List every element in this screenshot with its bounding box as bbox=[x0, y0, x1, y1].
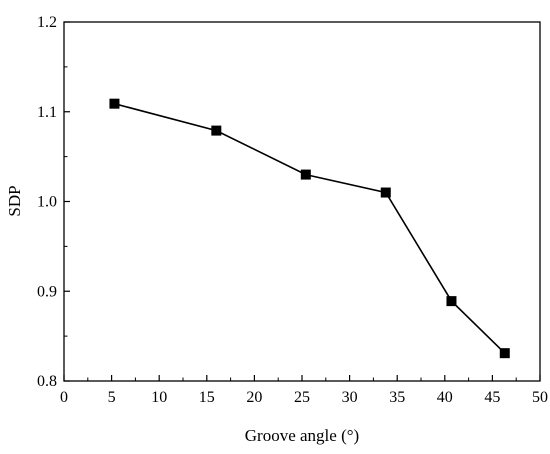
x-tick-label: 30 bbox=[342, 389, 358, 406]
y-axis-title: SDP bbox=[5, 185, 24, 216]
x-tick-label: 40 bbox=[437, 389, 453, 406]
y-tick-label: 1.1 bbox=[37, 104, 57, 121]
data-point-marker bbox=[446, 296, 457, 307]
x-axis-ticks: 0 5 10 15 20 25 30 35 40 45 50 bbox=[60, 375, 548, 406]
y-tick-label: 0.9 bbox=[37, 283, 57, 300]
data-point-marker bbox=[109, 98, 120, 109]
data-point-marker bbox=[499, 348, 510, 359]
data-point-marker bbox=[380, 187, 391, 198]
x-tick-label: 45 bbox=[484, 389, 500, 406]
y-tick-label: 1.0 bbox=[37, 194, 57, 211]
plot-frame bbox=[63, 21, 541, 382]
y-axis-ticks: 0.8 0.9 1.0 1.1 1.2 bbox=[37, 14, 70, 390]
x-tick-label: 25 bbox=[294, 389, 310, 406]
y-tick-label: 0.8 bbox=[37, 373, 57, 390]
data-point-marker bbox=[211, 125, 222, 136]
x-tick-label: 35 bbox=[389, 389, 405, 406]
x-tick-label: 5 bbox=[108, 389, 116, 406]
y-tick-label: 1.2 bbox=[37, 14, 57, 31]
x-tick-label: 0 bbox=[60, 389, 68, 406]
x-tick-label: 15 bbox=[199, 389, 215, 406]
x-axis-title: Groove angle (°) bbox=[245, 426, 359, 445]
x-tick-label: 10 bbox=[151, 389, 167, 406]
x-tick-label: 50 bbox=[532, 389, 548, 406]
x-tick-label: 20 bbox=[246, 389, 262, 406]
data-markers bbox=[109, 98, 510, 359]
series-line bbox=[114, 102, 506, 354]
data-point-marker bbox=[300, 169, 311, 180]
